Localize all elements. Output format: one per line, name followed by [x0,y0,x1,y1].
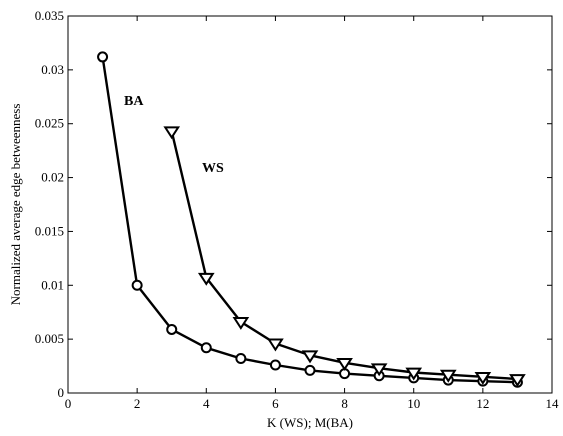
data-point [439,369,457,383]
x-axis-label: K (WS); M(BA) [267,415,353,430]
data-point [235,353,247,365]
data-point [197,272,215,286]
data-point [267,338,284,352]
y-tick-label: 0 [58,385,65,400]
plot-area [67,15,553,394]
y-tick-label: 0.005 [35,331,64,346]
data-point [269,359,281,371]
y-tick-label: 0.025 [35,116,64,131]
data-point [509,374,526,388]
data-point [166,323,178,335]
series-label-ba: BA [124,94,144,109]
series-ws [163,126,526,388]
data-point [370,363,388,377]
data-point [200,342,212,354]
series-label-ws: WS [202,161,224,176]
data-point [163,126,181,140]
data-point [474,371,492,385]
data-point [97,51,109,63]
y-tick-label: 0.015 [35,223,64,238]
series-layer [97,51,526,388]
x-tick-label: 6 [272,396,279,411]
axis-ticks: 0 2 4 6 8 10 12 14 0 0.005 0.01 0.015 0.02 0.025 0.03 0… [35,8,559,411]
y-axis-label: Normalized average edge betweenness [8,104,23,306]
data-point [304,364,316,376]
x-tick-label: 0 [65,396,72,411]
x-tick-label: 4 [203,396,210,411]
y-tick-label: 0.03 [41,62,64,77]
x-tick-label: 8 [341,396,348,411]
data-point [336,357,353,371]
data-point [301,350,319,364]
data-point [232,317,250,330]
x-tick-label: 12 [476,396,489,411]
data-point [131,279,143,291]
x-tick-label: 10 [407,396,420,411]
y-tick-label: 0.035 [35,8,64,23]
plot-frame [67,15,553,394]
data-point [405,367,423,381]
y-tick-label: 0.02 [41,170,64,185]
x-tick-label: 2 [134,396,141,411]
x-tick-label: 14 [546,396,560,411]
y-tick-label: 0.01 [41,277,64,292]
labels: K (WS); M(BA) Normalized average edge be… [8,94,353,430]
